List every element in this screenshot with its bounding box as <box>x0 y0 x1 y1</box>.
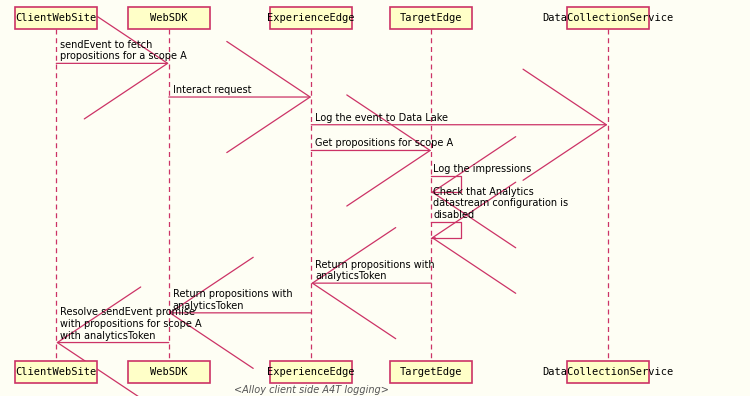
Text: WebSDK: WebSDK <box>150 13 188 23</box>
Text: Interact request: Interact request <box>172 85 251 95</box>
Text: DataCollectionService: DataCollectionService <box>542 367 674 377</box>
FancyBboxPatch shape <box>390 361 472 383</box>
FancyBboxPatch shape <box>128 361 210 383</box>
FancyBboxPatch shape <box>128 7 210 29</box>
FancyBboxPatch shape <box>566 361 649 383</box>
Text: sendEvent to fetch
propositions for a scope A: sendEvent to fetch propositions for a sc… <box>60 40 187 61</box>
Text: ClientWebSite: ClientWebSite <box>16 367 97 377</box>
Text: TargetEdge: TargetEdge <box>400 367 463 377</box>
FancyBboxPatch shape <box>15 7 98 29</box>
Text: Get propositions for scope A: Get propositions for scope A <box>315 139 453 148</box>
Text: Log the impressions: Log the impressions <box>433 164 532 174</box>
FancyBboxPatch shape <box>15 361 98 383</box>
Text: <Alloy client side A4T logging>: <Alloy client side A4T logging> <box>234 385 388 395</box>
Text: Return propositions with
analyticsToken: Return propositions with analyticsToken <box>172 289 292 311</box>
Text: DataCollectionService: DataCollectionService <box>542 13 674 23</box>
Text: Log the event to Data Lake: Log the event to Data Lake <box>315 113 448 123</box>
FancyBboxPatch shape <box>566 7 649 29</box>
FancyBboxPatch shape <box>270 361 352 383</box>
Text: ClientWebSite: ClientWebSite <box>16 13 97 23</box>
Text: TargetEdge: TargetEdge <box>400 13 463 23</box>
Text: WebSDK: WebSDK <box>150 367 188 377</box>
Text: Resolve sendEvent promise
with propositions for scope A
with analyticsToken: Resolve sendEvent promise with propositi… <box>60 307 202 341</box>
Text: ExperienceEdge: ExperienceEdge <box>268 367 355 377</box>
FancyBboxPatch shape <box>390 7 472 29</box>
Text: ExperienceEdge: ExperienceEdge <box>268 13 355 23</box>
Text: Return propositions with
analyticsToken: Return propositions with analyticsToken <box>315 259 435 281</box>
FancyBboxPatch shape <box>270 7 352 29</box>
Text: Check that Analytics
datastream configuration is
disabled: Check that Analytics datastream configur… <box>433 187 568 220</box>
